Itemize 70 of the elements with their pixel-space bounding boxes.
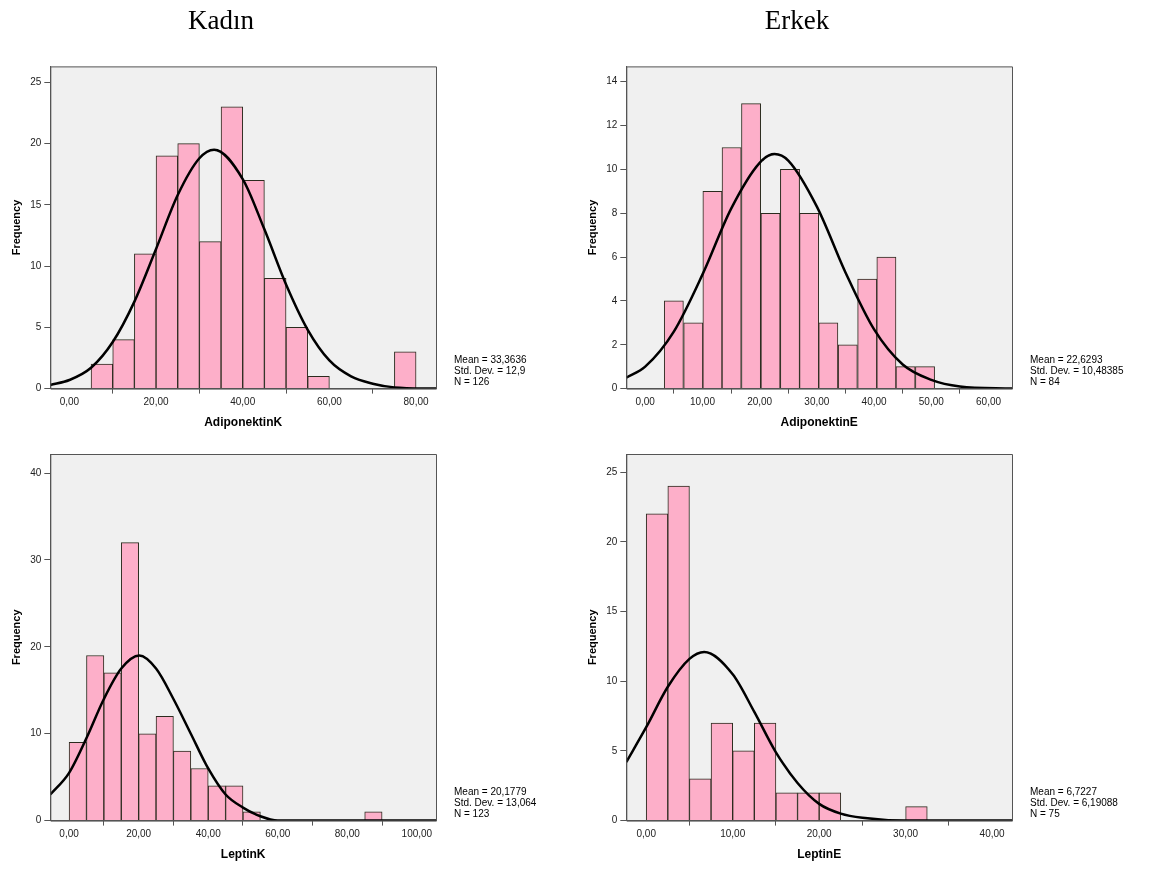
y-tick-label: 30 [30,553,42,565]
y-tick-label: 20 [606,535,618,547]
x-tick-label: 10,00 [689,396,716,408]
y-tick-label: 5 [611,744,618,756]
x-tick-label: 40,00 [195,828,222,840]
y-tick-label: 20 [30,137,42,149]
x-tick-label: 50,00 [918,396,945,408]
y-tick-label: 25 [606,465,618,477]
x-tick-label: 30,00 [804,396,830,408]
y-tick-label: 20 [30,640,42,652]
y-tick-label: 2 [611,338,618,350]
x-tick-label: 20,00 [806,828,833,840]
x-tick-label: 40,00 [230,396,256,408]
text: N = 75 [1030,808,1061,820]
y-tick-label: 0 [611,382,618,394]
y-tick-label: 0 [35,382,42,394]
y-tick-label: 40 [30,466,42,478]
text: Mean = 6,7227 [1030,786,1098,798]
y-tick-label: 12 [606,119,618,131]
x-tick-label: 100,00 [401,828,433,840]
text: Std. Dev. = 10,48385 [1030,365,1124,377]
y-tick-label: 10 [30,727,42,739]
x-axis-title: AdiponektinK [204,415,283,430]
text: N = 123 [454,808,490,820]
y-axis-title: Frequency [585,198,598,256]
x-axis-title: AdiponektinE [780,415,858,430]
y-axis-title: Frequency [585,608,598,666]
x-tick-label: 60,00 [265,828,291,840]
x-tick-label: 0,00 [59,828,80,840]
x-tick-label: 40,00 [861,396,888,408]
x-tick-label: 30,00 [893,828,919,840]
text: Mean = 20,1779 [454,786,527,798]
x-axis-title: LeptinE [797,847,842,862]
y-tick-label: 6 [611,250,618,262]
y-tick-label: 8 [611,207,618,218]
text: Mean = 33,3636 [454,354,527,366]
x-tick-label: 10,00 [720,828,746,840]
text: Mean = 22,6293 [1030,354,1103,366]
x-tick-label: 40,00 [979,828,1006,840]
y-tick-label: 10 [606,674,618,686]
y-axis-title: Frequency [9,608,22,666]
y-tick-label: 25 [30,76,42,88]
y-tick-label: 15 [606,605,618,617]
y-axis-title: Frequency [9,198,22,256]
x-tick-label: 60,00 [976,396,1002,408]
x-tick-label: 20,00 [143,396,170,408]
chart-title: Kadın [188,5,255,36]
x-tick-label: 80,00 [334,828,361,840]
y-tick-label: 5 [35,321,42,333]
x-axis-title: LeptinK [220,847,266,862]
x-tick-label: 0,00 [636,828,657,840]
text: Std. Dev. = 6,19088 [1030,797,1119,809]
text: Std. Dev. = 13,064 [454,797,537,809]
x-tick-label: 60,00 [316,396,343,408]
x-tick-label: 0,00 [635,396,656,408]
text: Std. Dev. = 12,9 [454,365,526,377]
y-tick-label: 14 [606,75,618,87]
x-tick-label: 0,00 [59,396,80,408]
y-tick-label: 0 [35,814,42,826]
y-tick-label: 10 [606,163,618,175]
y-tick-label: 10 [30,259,42,271]
y-tick-label: 4 [611,294,618,306]
y-tick-label: 0 [611,814,618,826]
text: N = 84 [1030,376,1061,388]
text: N = 126 [454,376,490,388]
x-tick-label: 80,00 [403,396,430,408]
x-tick-label: 20,00 [747,396,773,408]
y-tick-label: 15 [30,198,42,210]
x-tick-label: 20,00 [126,828,152,840]
chart-title: Erkek [764,5,830,36]
